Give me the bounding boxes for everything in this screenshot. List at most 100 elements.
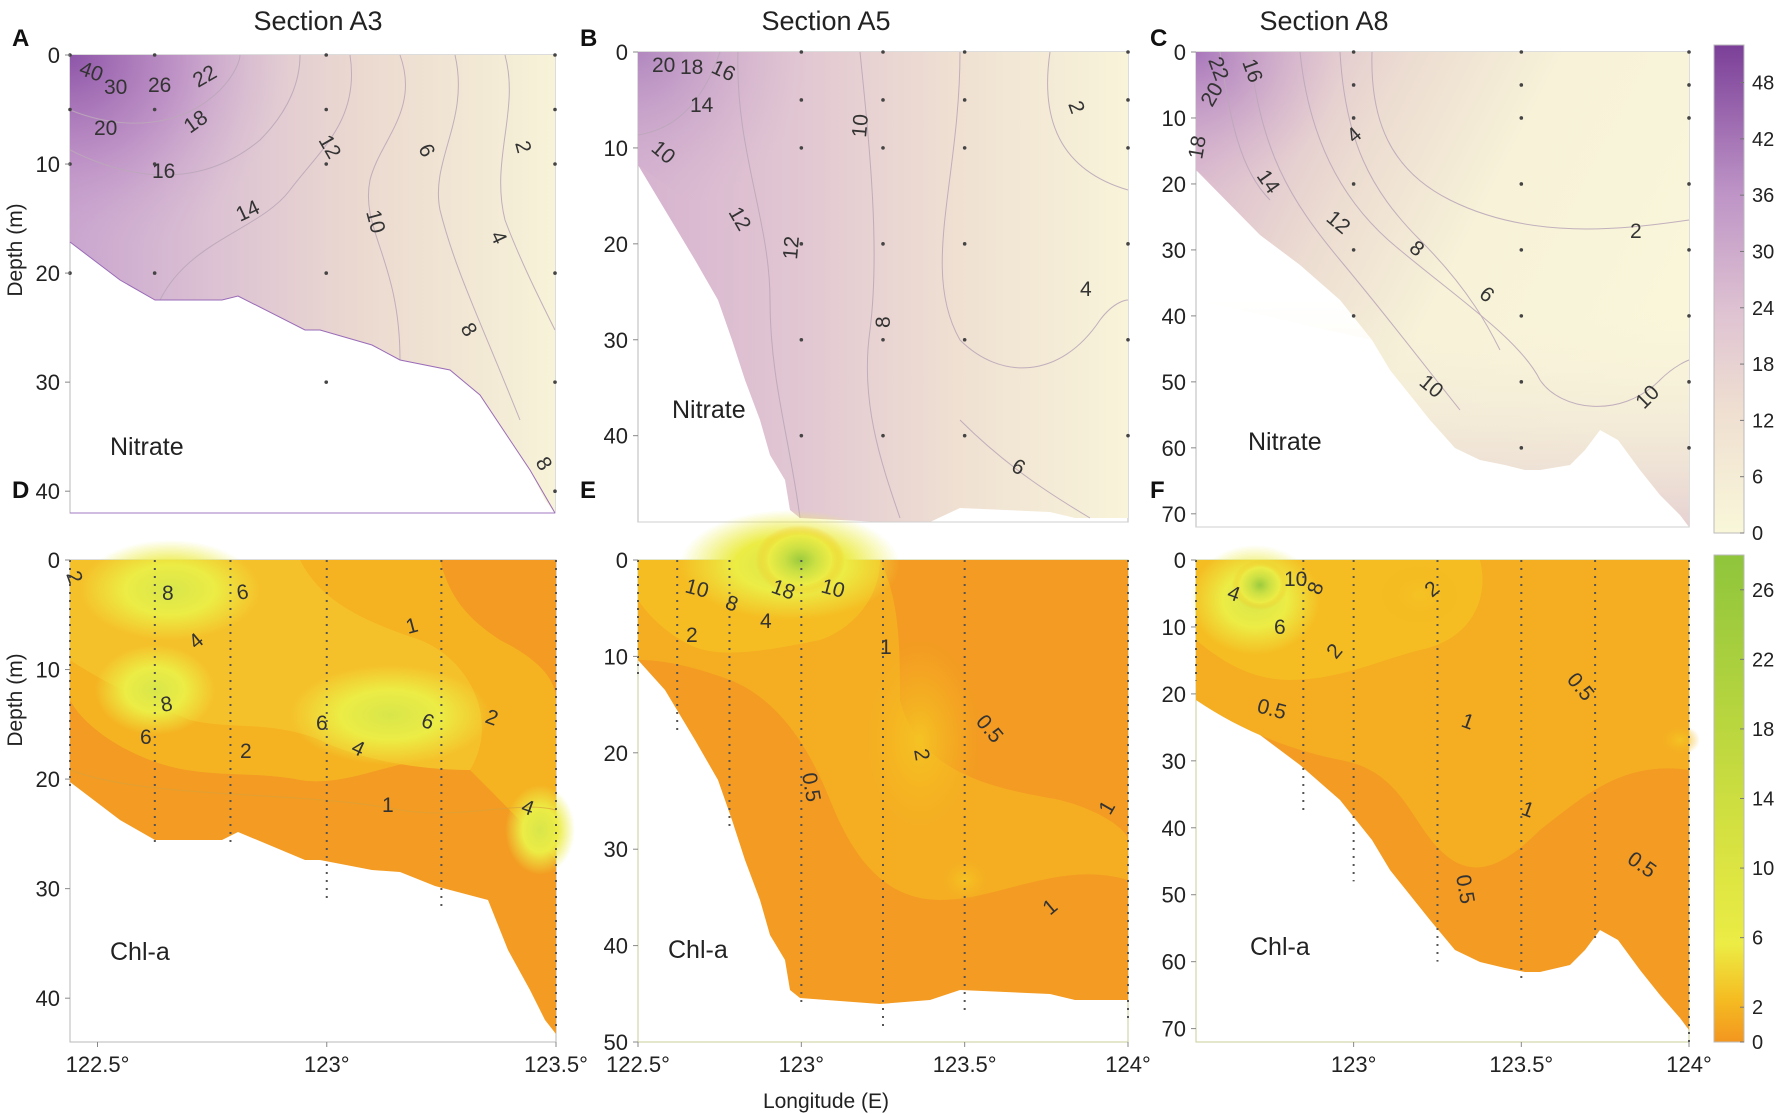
station-point: [962, 433, 967, 438]
contour-label: 4: [1080, 278, 1092, 301]
station-point: [324, 162, 329, 166]
panel-a: Nitrate 40 30 26 22 20 18 16 14 12 10 8 …: [68, 53, 557, 514]
panel-f-variable-label: Chl-a: [1250, 933, 1310, 961]
panel-letter-b: B: [580, 25, 597, 52]
contour-label: 2: [686, 624, 698, 647]
contour-label: 18: [1184, 134, 1211, 161]
contour-label: 1: [880, 636, 892, 659]
contour-label: 20: [652, 54, 675, 77]
contour-label: 6: [1274, 616, 1286, 639]
colorbar-tick-label: 0: [1752, 1032, 1763, 1054]
y-tick-label: 60: [1162, 436, 1186, 461]
panel-e-contour-labels: 10 18 10 8 4 2 1 0.5 2 0.5 1 1: [683, 575, 1120, 920]
section-title-a8: Section A8: [1259, 6, 1388, 36]
contour-label: 0.5: [1451, 873, 1479, 906]
x-tick-label: 122.5°: [66, 1052, 130, 1077]
panel-b-isoline: [637, 51, 721, 136]
station-point: [1351, 83, 1356, 87]
y-tick-label: 0: [48, 548, 60, 573]
y-tick-label: 10: [1162, 615, 1186, 640]
y-tick-label: 0: [616, 40, 628, 65]
panel-c-isoline: [1299, 51, 1690, 407]
colorbar-tick-label: 18: [1752, 719, 1774, 741]
panel-e-blob: [860, 640, 980, 840]
colorbar-tick-label: 14: [1752, 789, 1774, 811]
y-tick-label: 50: [1162, 370, 1186, 395]
panel-a-variable-label: Nitrate: [110, 433, 184, 461]
station-point: [881, 242, 885, 246]
station-point: [553, 107, 557, 112]
station-point: [553, 380, 557, 384]
colorbar-nitrate: 0 6 12 18 24 30 36 42 48: [1713, 44, 1774, 545]
panel-a-isoline: [159, 54, 352, 301]
y-tick-label: 10: [1162, 106, 1186, 131]
y-tick-label: 40: [1162, 816, 1186, 841]
colorbar-tick-label: 2: [1752, 997, 1763, 1019]
contour-label: 18: [680, 56, 703, 79]
station-point: [1687, 182, 1691, 186]
panel-letter-f: F: [1150, 477, 1165, 504]
panel-b-variable-label: Nitrate: [672, 396, 746, 424]
colorbar-tick-label: 10: [1752, 858, 1774, 880]
station-point: [1687, 50, 1691, 54]
panel-c-variable-label: Nitrate: [1248, 428, 1322, 456]
panel-d-blob: [505, 785, 575, 875]
x-tick-label: 124°: [1105, 1052, 1151, 1077]
colorbar-tick-label: 48: [1752, 73, 1774, 95]
panel-d-blob: [290, 665, 490, 765]
station-point: [1519, 248, 1524, 252]
panel-e-variable-label: Chl-a: [668, 936, 728, 964]
station-point: [1687, 248, 1691, 252]
x-tick-label: 123.5°: [933, 1052, 997, 1077]
panel-a-isoline: [367, 54, 406, 361]
station-point: [152, 107, 157, 112]
station-point: [1351, 314, 1356, 318]
contour-label: 1: [382, 794, 394, 817]
panel-c-isoline: [1249, 51, 1461, 411]
station-point: [1519, 116, 1524, 120]
y-tick-label: 20: [36, 261, 60, 286]
station-point: [962, 50, 967, 54]
y-axis-label-top: Depth (m): [4, 203, 27, 296]
panel-f-blob: [1232, 560, 1288, 610]
y-tick-label: 0: [48, 43, 60, 68]
station-point: [1351, 182, 1356, 186]
panel-d-blob: [80, 540, 260, 640]
contour-label: 10: [848, 113, 873, 138]
contour-label: 30: [104, 76, 127, 99]
panel-b-isoline: [859, 51, 901, 519]
x-tick-label: 123°: [304, 1052, 350, 1077]
panel-b: Nitrate 20 18 16 14 10 12 12 10 8 2 4 6: [637, 50, 1130, 523]
station-point: [1519, 50, 1524, 54]
panel-letter-e: E: [580, 477, 596, 504]
y-tick-label: 30: [1162, 238, 1186, 263]
panel-letter-c: C: [1150, 25, 1167, 52]
panel-d-isoline: [69, 769, 557, 814]
contour-label: 0.5: [797, 771, 825, 804]
y-tick-label: 40: [36, 986, 60, 1011]
station-point: [1687, 314, 1691, 318]
station-point: [799, 98, 804, 102]
station-point: [1519, 380, 1524, 384]
station-point: [1687, 116, 1691, 120]
panel-a-isoline: [500, 54, 556, 331]
contour-label: 6: [235, 580, 251, 605]
axis-ticks: 0102030400102030400102030405060700102030…: [36, 40, 1712, 1077]
y-tick-label: 30: [1162, 749, 1186, 774]
station-point: [553, 162, 557, 166]
panel-c-bottom-shade: [1196, 300, 1689, 527]
panel-a-corner: [70, 55, 555, 513]
contour-label: 14: [690, 94, 714, 117]
x-tick-label: 123.5°: [1489, 1052, 1553, 1077]
y-tick-label: 30: [36, 370, 60, 395]
y-tick-label: 0: [1174, 40, 1186, 65]
station-point: [1519, 314, 1524, 318]
station-point: [881, 433, 885, 438]
contour-label: 26: [148, 74, 171, 97]
y-axis-label-bottom: Depth (m): [4, 653, 27, 746]
section-title-a5: Section A5: [761, 6, 890, 36]
y-tick-label: 60: [1162, 950, 1186, 975]
panel-a-stations: [68, 53, 557, 493]
panel-f-stations: [1195, 560, 1690, 1042]
